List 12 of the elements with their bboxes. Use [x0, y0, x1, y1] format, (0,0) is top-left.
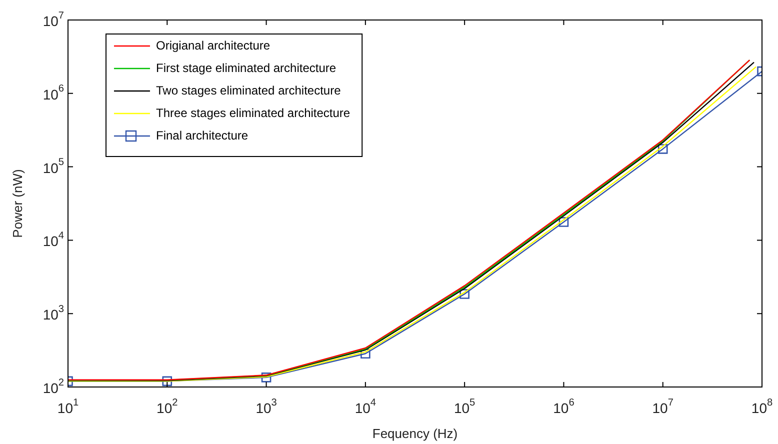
- point: [460, 289, 470, 299]
- y-axis-title: Power (nW): [10, 169, 25, 238]
- point: [261, 372, 272, 382]
- x-axis-title: Fequency (Hz): [372, 426, 458, 441]
- point: [558, 217, 569, 227]
- point: [658, 144, 668, 154]
- legend-label: First stage eliminated architecture: [156, 60, 336, 75]
- legend-label: Final architecture: [156, 128, 248, 142]
- legend-label: Two stages eliminated architecture: [156, 83, 342, 98]
- legend-label: Origianal architecture: [156, 38, 270, 52]
- legend-label: Three stages eliminated architecture: [156, 106, 350, 120]
- point: [162, 376, 172, 386]
